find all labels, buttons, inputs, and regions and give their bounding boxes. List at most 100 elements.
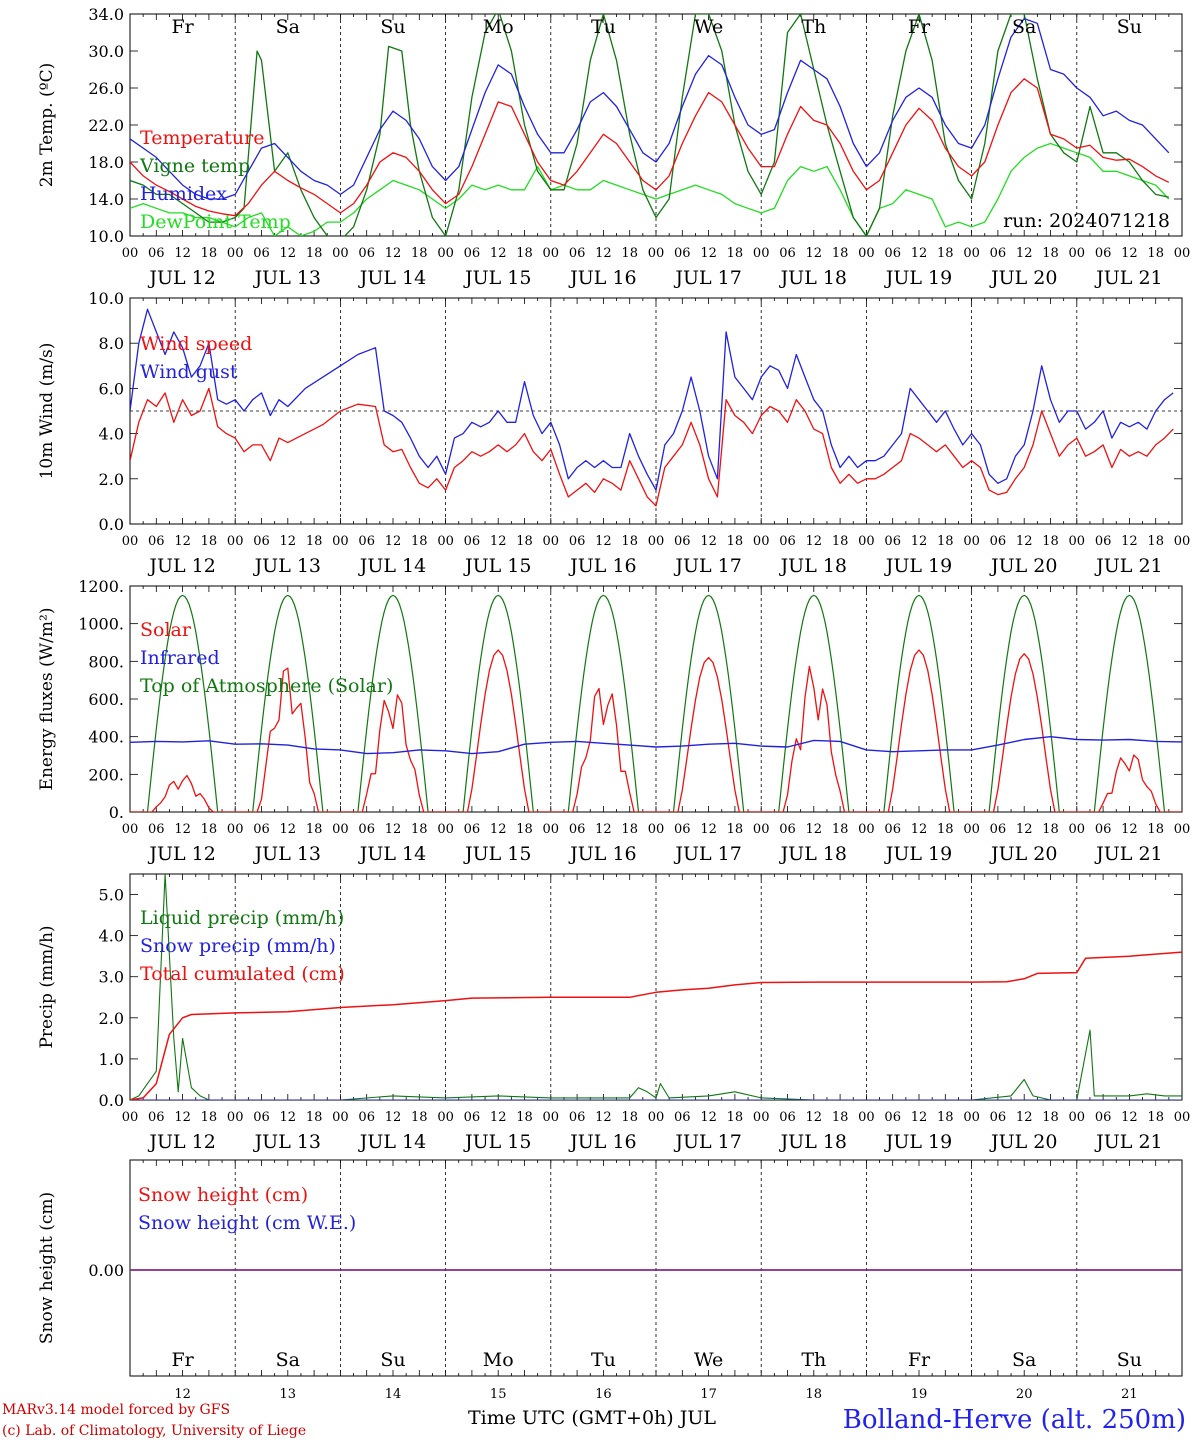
hour-tick-label: 06 — [1095, 246, 1112, 261]
legend-wind-speed: Wind speed — [140, 333, 252, 355]
x-axis-title: Time UTC (GMT+0h) JUL — [468, 1407, 716, 1429]
hour-tick-label: 18 — [306, 246, 323, 261]
hour-tick-label: 18 — [727, 822, 744, 837]
hour-tick-label: 00 — [543, 1110, 560, 1125]
day-number-label: 15 — [490, 1387, 507, 1402]
hour-tick-label: 12 — [700, 822, 717, 837]
y-tick-label: 4.0 — [99, 425, 124, 444]
hour-tick-label: 06 — [253, 822, 270, 837]
y-tick-label: 600. — [88, 690, 124, 709]
y-tick-label: 2.0 — [99, 470, 124, 489]
day-label: JUL 21 — [1094, 267, 1162, 289]
hour-tick-label: 06 — [990, 1110, 1007, 1125]
legend-humidex: Humidex — [140, 183, 227, 205]
series-line-0 — [130, 78, 1170, 217]
day-label: JUL 17 — [673, 267, 741, 289]
hour-tick-label: 12 — [595, 822, 612, 837]
hour-tick-label: 12 — [280, 1110, 297, 1125]
hour-tick-label: 12 — [700, 1110, 717, 1125]
hour-tick-label: 12 — [490, 534, 507, 549]
hour-tick-label: 18 — [411, 1110, 428, 1125]
hour-tick-label: 00 — [227, 246, 244, 261]
hour-tick-label: 18 — [201, 534, 218, 549]
hour-tick-label: 06 — [253, 534, 270, 549]
hour-tick-label: 00 — [963, 534, 980, 549]
weekday-label: Tu — [591, 16, 616, 38]
hour-tick-label: 00 — [858, 534, 875, 549]
y-tick-label: 34.0 — [88, 5, 124, 24]
hour-tick-label: 00 — [122, 822, 139, 837]
hour-tick-label: 12 — [806, 534, 823, 549]
series-line-liquid — [130, 874, 1182, 1100]
weekday-label: Fr — [908, 1349, 931, 1371]
hour-tick-label: 12 — [911, 534, 928, 549]
footer-lab-credit: (c) Lab. of Climatology, University of L… — [2, 1423, 306, 1439]
hour-tick-label: 00 — [332, 822, 349, 837]
footer-model-credit: MARv3.14 model forced by GFS — [2, 1402, 230, 1418]
hour-tick-label: 00 — [437, 246, 454, 261]
day-label: JUL 12 — [147, 555, 215, 577]
day-number-label: 20 — [1016, 1387, 1033, 1402]
hour-tick-label: 06 — [1095, 1110, 1112, 1125]
y-tick-label: 2.0 — [99, 1009, 124, 1028]
hour-tick-label: 06 — [253, 1110, 270, 1125]
day-label: JUL 15 — [463, 843, 531, 865]
hour-tick-label: 00 — [122, 246, 139, 261]
hour-tick-label: 00 — [858, 1110, 875, 1125]
hour-tick-label: 12 — [174, 534, 191, 549]
weekday-label: Sa — [1012, 1349, 1036, 1371]
hour-tick-label: 18 — [727, 534, 744, 549]
legend-liquid-precip-mm-h: Liquid precip (mm/h) — [140, 907, 344, 929]
y-tick-label: 22.0 — [88, 116, 124, 135]
panel-5: 0.00 Snow height (cm) Snow height (cm) Snow… — [37, 1159, 1183, 1402]
weekday-label: Mo — [483, 1349, 514, 1371]
day-label: JUL 19 — [884, 267, 952, 289]
hour-tick-label: 06 — [779, 822, 796, 837]
hour-tick-label: 06 — [148, 1110, 165, 1125]
hour-tick-label: 00 — [332, 246, 349, 261]
day-number-label: 12 — [174, 1387, 191, 1402]
hour-tick-label: 12 — [385, 822, 402, 837]
hour-tick-label: 12 — [1016, 534, 1033, 549]
legend-vigne-temp: Vigne temp — [139, 155, 250, 177]
y-tick-label: 10.0 — [88, 227, 124, 246]
hour-tick-label: 00 — [648, 534, 665, 549]
weekday-label: Su — [1117, 1349, 1142, 1371]
day-label: JUL 13 — [253, 555, 321, 577]
panel-1: 00 06 12 18 00 06 12 18 00 06 12 18 00 06 12 18 00 06 12 18… — [37, 5, 1190, 289]
y-axis-label: 10m Wind (m/s) — [37, 343, 57, 480]
hour-tick-label: 00 — [1174, 246, 1191, 261]
hour-tick-label: 18 — [727, 246, 744, 261]
hour-tick-label: 18 — [1042, 822, 1059, 837]
hour-tick-label: 00 — [648, 1110, 665, 1125]
y-tick-label: 14.0 — [88, 190, 124, 209]
hour-tick-label: 18 — [937, 1110, 954, 1125]
legend-snow-height-cm: Snow height (cm) — [138, 1184, 308, 1206]
weekday-label: Su — [380, 16, 405, 38]
hour-tick-label: 06 — [779, 534, 796, 549]
hour-tick-label: 00 — [1069, 246, 1086, 261]
hour-tick-label: 06 — [569, 822, 586, 837]
day-label: JUL 13 — [253, 267, 321, 289]
hour-tick-label: 06 — [148, 534, 165, 549]
hour-tick-label: 06 — [884, 246, 901, 261]
hour-tick-label: 18 — [1042, 1110, 1059, 1125]
y-tick-label: 0.00 — [88, 1261, 124, 1280]
hour-tick-label: 06 — [990, 246, 1007, 261]
weekday-label: Fr — [171, 16, 194, 38]
day-label: JUL 17 — [673, 843, 741, 865]
day-label: JUL 12 — [147, 267, 215, 289]
hour-tick-label: 06 — [464, 822, 481, 837]
hour-tick-label: 12 — [490, 1110, 507, 1125]
hour-tick-label: 00 — [122, 1110, 139, 1125]
hour-tick-label: 00 — [1174, 534, 1191, 549]
hour-tick-label: 18 — [621, 246, 638, 261]
hour-tick-label: 12 — [1121, 1110, 1138, 1125]
series-line-0 — [130, 387, 1174, 507]
y-tick-label: 26.0 — [88, 79, 124, 98]
plot-area — [130, 874, 1182, 1100]
run-label: run: 2024071218 — [1003, 210, 1170, 232]
hour-tick-label: 00 — [963, 246, 980, 261]
series-line-2 — [130, 17, 1170, 200]
hour-tick-label: 06 — [779, 1110, 796, 1125]
